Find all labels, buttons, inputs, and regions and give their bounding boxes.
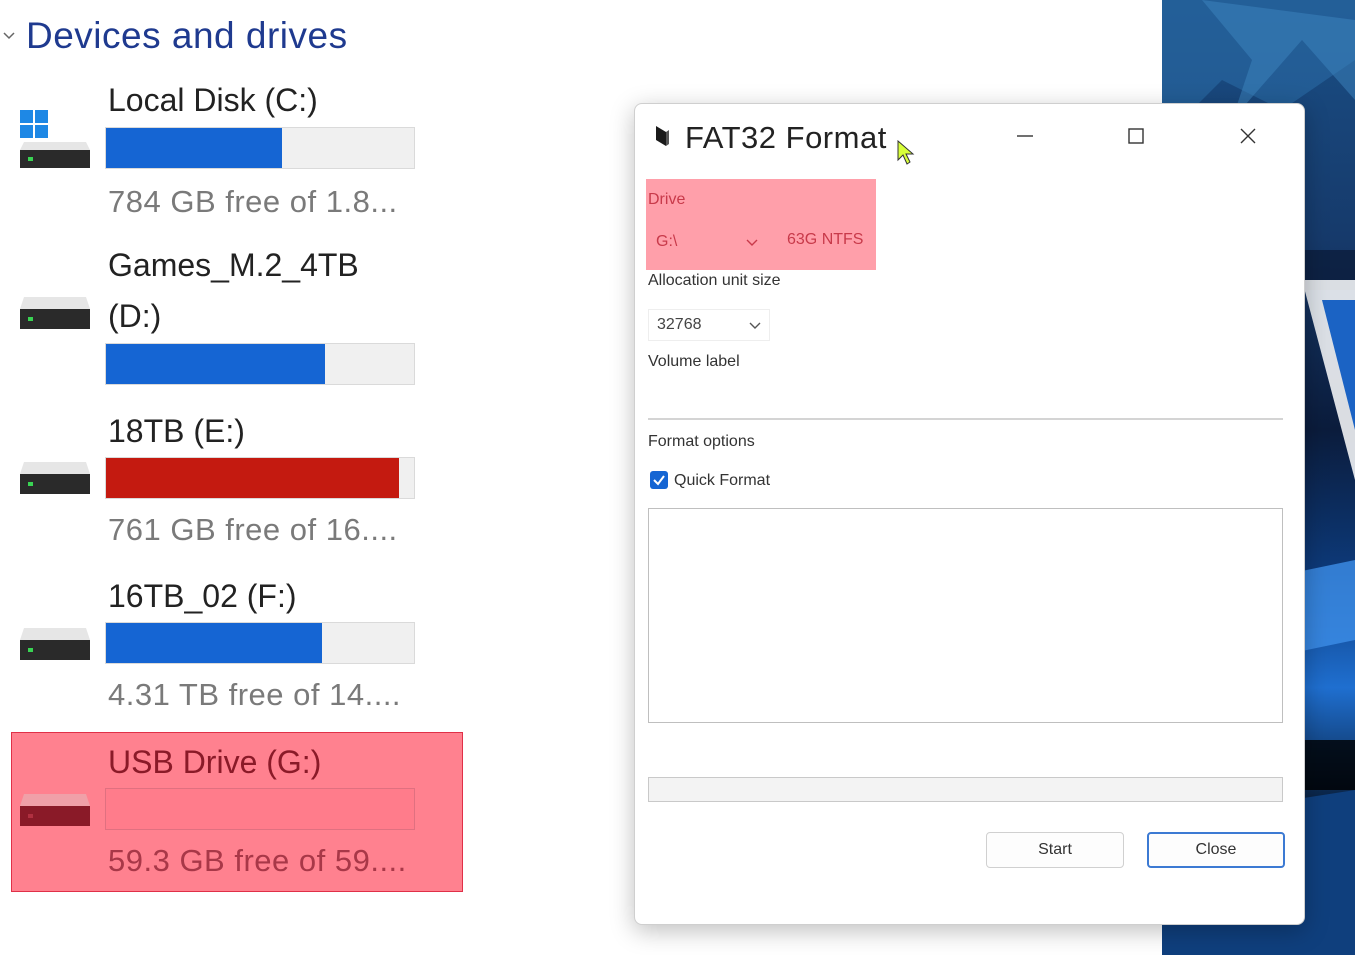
drive-item-c[interactable]: Local Disk (C:) 784 GB free of 1.8... [0,78,470,228]
usb-drive-icon [20,794,90,826]
format-options-label: Format options [648,433,755,450]
minimize-icon [1017,135,1033,137]
devices-section-header[interactable]: Devices and drives [0,12,348,60]
drive-name-line2: (D:) [108,298,162,334]
drive-free-space: 784 GB free of 1.8... [108,184,398,219]
section-title: Devices and drives [26,15,348,56]
quick-format-label[interactable]: Quick Format [674,472,771,489]
start-button[interactable]: Start [986,832,1124,868]
chevron-down-icon[interactable] [2,29,16,43]
drive-usage-bar [105,343,415,385]
drive-label: Drive [648,191,686,208]
drive-usage-bar [105,788,415,830]
drive-name: Local Disk (C:) [108,82,318,118]
drive-name: 18TB (E:) [108,413,245,449]
drive-usage-bar [105,622,415,664]
quick-format-checkbox[interactable] [650,471,668,489]
drive-free-space: 761 GB free of 16.... [108,512,398,547]
drive-usage-bar [105,127,415,169]
drive-usage-fill [106,458,399,498]
fat32-format-dialog: FAT32 Format Drive G:\ 63G NTFS Allocati… [634,103,1305,925]
maximize-button[interactable] [1116,116,1156,156]
maximize-icon [1128,128,1144,144]
drive-usage-bar [105,457,415,499]
checkmark-icon [653,475,665,486]
drive-usage-fill [106,128,282,168]
windows-drive-icon [20,110,90,168]
dialog-title: FAT32 Format [685,120,887,155]
drive-item-e[interactable]: 18TB (E:) 761 GB free of 16.... [0,408,470,558]
app-icon [656,126,669,146]
drive-free-space: 4.31 TB free of 14.... [108,677,402,712]
drive-item-f[interactable]: 16TB_02 (F:) 4.31 TB free of 14.... [0,574,470,724]
mouse-cursor-icon [897,140,915,165]
drive-usage-fill [106,623,322,663]
drive-info: 63G NTFS [787,231,864,248]
drive-item-g[interactable]: USB Drive (G:) 59.3 GB free of 59.... [0,740,470,890]
drive-name: USB Drive (G:) [108,744,322,780]
output-log [648,508,1283,723]
chevron-down-icon [746,239,758,246]
hard-drive-icon [20,462,90,494]
drive-select[interactable]: G:\ [648,227,766,257]
chevron-down-icon [749,322,761,329]
allocation-unit-select[interactable]: 32768 [648,309,770,341]
drive-field-highlight [646,179,876,270]
close-icon [1240,128,1256,144]
drive-free-space: 59.3 GB free of 59.... [108,843,407,878]
hard-drive-icon [20,297,90,329]
allocation-unit-value: 32768 [657,316,702,333]
close-button[interactable]: Close [1147,832,1285,868]
hard-drive-icon [20,628,90,660]
drive-name: 16TB_02 (F:) [108,578,297,614]
drive-select-value: G:\ [656,233,678,250]
volume-label-label: Volume label [648,353,740,370]
minimize-button[interactable] [1005,116,1045,156]
volume-label-input[interactable] [648,384,1283,420]
close-window-button[interactable] [1228,116,1268,156]
drive-item-d[interactable]: Games_M.2_4TB (D:) [0,245,470,395]
allocation-unit-label: Allocation unit size [648,272,781,289]
drive-name-line1: Games_M.2_4TB [108,247,359,283]
drive-usage-fill [106,344,325,384]
format-progress-bar [648,777,1283,802]
